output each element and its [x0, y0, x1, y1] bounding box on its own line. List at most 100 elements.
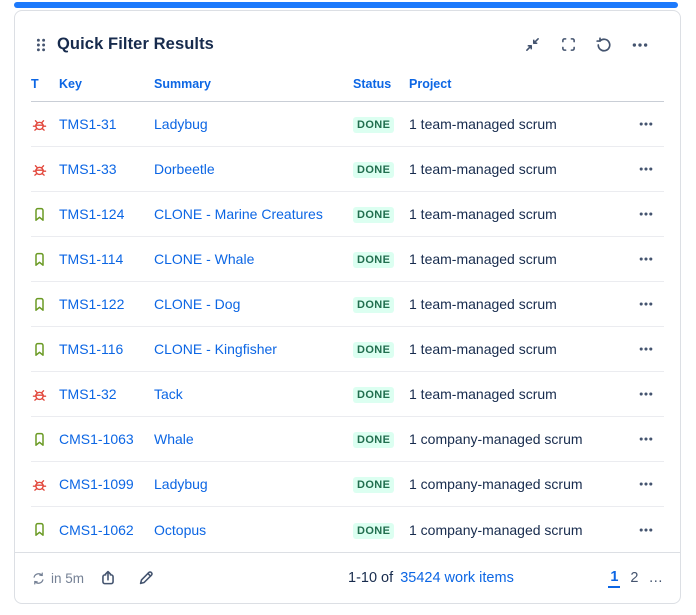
issue-summary-link[interactable]: Tack — [154, 386, 183, 403]
column-header-status: Status — [353, 76, 392, 91]
row-more-icon[interactable] — [636, 384, 656, 404]
story-icon — [31, 341, 48, 358]
issue-summary-link[interactable]: Dorbeetle — [154, 161, 215, 178]
row-actions-cell — [628, 384, 664, 404]
story-icon — [31, 296, 48, 313]
issue-summary-link[interactable]: Octopus — [154, 521, 207, 538]
collapse-icon[interactable] — [522, 35, 542, 55]
issue-summary-link[interactable]: Ladybug — [154, 476, 208, 493]
total-work-items-link[interactable]: 35424 work items — [400, 570, 514, 587]
auto-refresh-icon[interactable] — [31, 571, 46, 586]
issue-key-link[interactable]: CMS1-1063 — [59, 431, 134, 448]
row-more-icon[interactable] — [636, 294, 656, 314]
issue-type-cell — [31, 386, 59, 403]
project-cell: 1 team-managed scrum — [409, 386, 557, 403]
edit-icon[interactable] — [136, 568, 156, 588]
issue-summary-link[interactable]: Ladybug — [154, 116, 208, 133]
table-row: CMS1-1062 Octopus DONE 1 company-managed… — [31, 507, 664, 552]
quick-filter-results-gadget: Quick Filter Results — [14, 10, 681, 604]
fullscreen-icon[interactable] — [558, 35, 578, 55]
row-more-icon[interactable] — [636, 204, 656, 224]
issue-key-link[interactable]: TMS1-32 — [59, 386, 117, 403]
status-badge: DONE — [353, 162, 395, 179]
table-row: CMS1-1099 Ladybug DONE 1 company-managed… — [31, 462, 664, 508]
row-actions-cell — [628, 114, 664, 134]
share-icon[interactable] — [98, 568, 118, 588]
footer-tools — [98, 568, 156, 588]
row-actions-cell — [628, 474, 664, 494]
row-actions-cell — [628, 159, 664, 179]
story-icon — [31, 521, 48, 538]
project-cell: 1 company-managed scrum — [409, 476, 583, 493]
row-actions-cell — [628, 429, 664, 449]
table-row: TMS1-114 CLONE - Whale DONE 1 team-manag… — [31, 237, 664, 283]
issue-key-link[interactable]: CMS1-1099 — [59, 476, 134, 493]
project-cell: 1 company-managed scrum — [409, 521, 583, 538]
pagination-page-1[interactable]: 1 — [608, 569, 621, 588]
status-badge: DONE — [353, 522, 395, 539]
issue-key-link[interactable]: TMS1-116 — [59, 341, 124, 358]
table-row: TMS1-33 Dorbeetle DONE 1 team-managed sc… — [31, 147, 664, 193]
issue-summary-link[interactable]: Whale — [154, 431, 194, 448]
row-actions-cell — [628, 294, 664, 314]
bug-icon — [31, 476, 48, 493]
table-row: TMS1-122 CLONE - Dog DONE 1 team-managed… — [31, 282, 664, 328]
table-row: TMS1-31 Ladybug DONE 1 team-managed scru… — [31, 102, 664, 148]
issue-summary-link[interactable]: CLONE - Kingfisher — [154, 341, 277, 358]
column-header-type: T — [31, 76, 39, 91]
column-header-summary: Summary — [154, 76, 211, 91]
issue-summary-link[interactable]: CLONE - Whale — [154, 251, 255, 268]
row-more-icon[interactable] — [636, 249, 656, 269]
results-table: T Key Summary Status Project — [31, 66, 664, 552]
row-more-icon[interactable] — [636, 114, 656, 134]
status-cell: DONE — [353, 250, 409, 269]
project-cell: 1 company-managed scrum — [409, 431, 583, 448]
status-badge: DONE — [353, 342, 395, 359]
row-actions-cell — [628, 249, 664, 269]
row-more-icon[interactable] — [636, 474, 656, 494]
row-actions-cell — [628, 204, 664, 224]
status-cell: DONE — [353, 385, 409, 404]
status-cell: DONE — [353, 160, 409, 179]
status-cell: DONE — [353, 340, 409, 359]
issue-key-link[interactable]: TMS1-122 — [59, 296, 125, 313]
pagination-page-2[interactable]: 2 — [630, 570, 639, 587]
issue-key-link[interactable]: TMS1-31 — [59, 116, 117, 133]
issue-type-cell — [31, 251, 59, 268]
story-icon — [31, 206, 48, 223]
status-badge: DONE — [353, 432, 395, 449]
issue-type-cell — [31, 206, 59, 223]
row-more-icon[interactable] — [636, 520, 656, 540]
project-cell: 1 team-managed scrum — [409, 341, 557, 358]
row-more-icon[interactable] — [636, 159, 656, 179]
table-header-row: T Key Summary Status Project — [31, 66, 664, 103]
issue-key-link[interactable]: TMS1-114 — [59, 251, 124, 268]
table-body: TMS1-31 Ladybug DONE 1 team-managed scru… — [31, 102, 664, 552]
issue-summary-link[interactable]: CLONE - Marine Creatures — [154, 206, 323, 223]
row-more-icon[interactable] — [636, 429, 656, 449]
drag-handle-icon[interactable] — [33, 35, 49, 55]
issue-key-link[interactable]: CMS1-1062 — [59, 521, 134, 538]
issue-type-cell — [31, 116, 59, 133]
status-badge: DONE — [353, 477, 395, 494]
more-icon[interactable] — [630, 35, 650, 55]
issue-summary-link[interactable]: CLONE - Dog — [154, 296, 241, 313]
pagination-more[interactable]: … — [648, 570, 664, 587]
status-badge: DONE — [353, 117, 395, 134]
issue-key-link[interactable]: TMS1-124 — [59, 206, 125, 223]
issue-type-cell — [31, 521, 59, 538]
row-more-icon[interactable] — [636, 339, 656, 359]
project-cell: 1 team-managed scrum — [409, 251, 557, 268]
refresh-icon[interactable] — [594, 35, 614, 55]
story-icon — [31, 251, 48, 268]
row-actions-cell — [628, 339, 664, 359]
status-cell: DONE — [353, 295, 409, 314]
issue-key-link[interactable]: TMS1-33 — [59, 161, 117, 178]
status-badge: DONE — [353, 297, 395, 314]
issue-type-cell — [31, 161, 59, 178]
auto-refresh-group: in 5m — [31, 571, 84, 586]
status-cell: DONE — [353, 430, 409, 449]
issue-type-cell — [31, 341, 59, 358]
bug-icon — [31, 161, 48, 178]
